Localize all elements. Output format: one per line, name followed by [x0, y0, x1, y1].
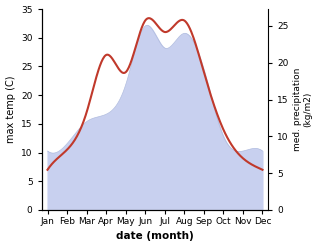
Y-axis label: max temp (C): max temp (C): [5, 76, 16, 143]
X-axis label: date (month): date (month): [116, 231, 194, 242]
Y-axis label: med. precipitation
(kg/m2): med. precipitation (kg/m2): [293, 68, 313, 151]
